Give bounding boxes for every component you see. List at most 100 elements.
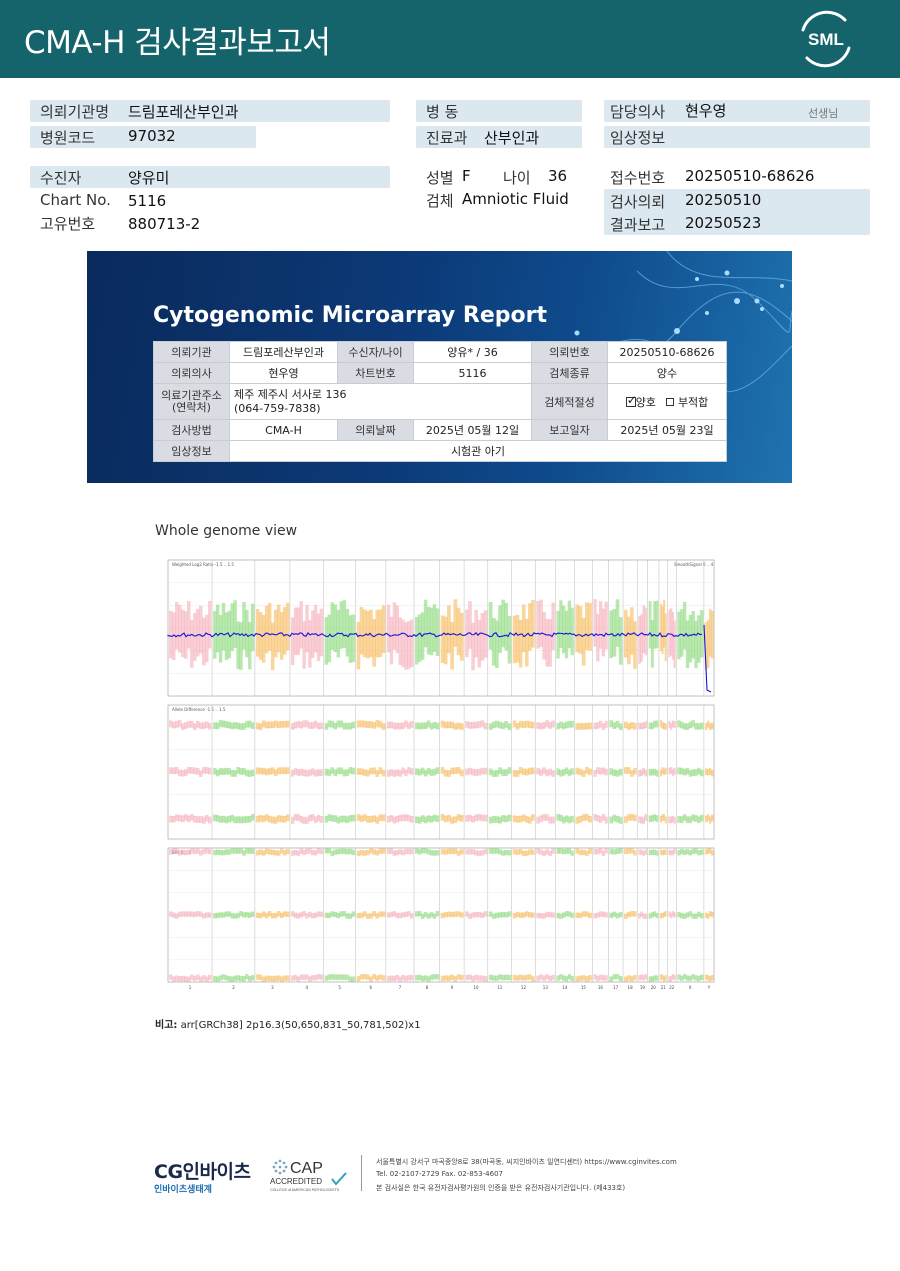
data-band-segment [255, 609, 260, 657]
data-band-segment [245, 816, 249, 823]
data-band-segment [642, 817, 646, 824]
data-band-segment [536, 816, 540, 824]
data-band-segment [181, 911, 185, 917]
data-band-segment [202, 617, 206, 666]
data-band-segment [264, 814, 269, 821]
data-band-segment [633, 850, 637, 856]
data-band-segment [542, 767, 546, 775]
data-band-segment [415, 848, 419, 854]
data-band-segment [339, 848, 344, 854]
data-band-segment [488, 911, 493, 917]
data-band-segment [498, 974, 502, 980]
data-band-segment [601, 975, 606, 981]
data-band-segment [293, 974, 298, 981]
patient-header: 수신자/나이 [337, 341, 414, 363]
doctor-suffix: 선생님 [808, 107, 839, 120]
data-band-segment [512, 913, 517, 919]
data-band-segment [575, 604, 580, 653]
data-band-segment [653, 720, 657, 728]
data-band-segment [633, 814, 637, 822]
data-band-segment [420, 815, 425, 822]
data-band-segment [504, 769, 509, 776]
report-title: CMA-H 검사결과보고서 [24, 25, 331, 61]
data-band-segment [640, 849, 643, 855]
data-band-segment [351, 614, 356, 663]
data-band-segment [375, 770, 380, 777]
data-band-segment [348, 848, 353, 855]
data-band-segment [706, 814, 710, 822]
data-band-segment [440, 767, 445, 774]
data-band-segment [465, 721, 469, 728]
data-band-segment [255, 722, 260, 730]
data-band-segment [653, 975, 657, 981]
data-band-segment [615, 974, 620, 980]
chart-header: 차트번호 [337, 362, 414, 384]
data-band-segment [501, 769, 505, 777]
report-date-header: 보고일자 [531, 419, 608, 441]
data-band-segment [618, 617, 623, 665]
data-band-segment [640, 974, 643, 980]
data-band-segment [407, 621, 411, 669]
data-band-segment [598, 848, 603, 854]
data-band-segment [372, 973, 376, 980]
banner-title: Cytogenomic Microarray Report [153, 303, 547, 328]
data-band-segment [604, 816, 608, 824]
data-band-segment [545, 720, 549, 727]
data-band-segment [459, 769, 464, 777]
data-band-segment [181, 769, 185, 777]
data-band-segment [495, 620, 499, 669]
data-band-segment [248, 848, 252, 854]
data-band-segment [369, 816, 373, 823]
data-band-segment [296, 607, 301, 656]
data-band-segment [559, 974, 563, 980]
data-band-segment [415, 911, 419, 917]
data-band-segment [564, 815, 569, 823]
data-band-segment [659, 974, 663, 980]
data-band-segment [369, 609, 373, 658]
data-band-segment [559, 721, 563, 729]
data-band-segment [423, 816, 428, 824]
data-band-segment [596, 767, 600, 774]
data-band-segment [236, 975, 240, 981]
data-band-segment [293, 912, 298, 918]
data-band-segment [221, 912, 226, 918]
data-band-segment [450, 974, 454, 980]
data-band-segment [407, 722, 411, 730]
data-band-segment [407, 767, 411, 774]
data-band-segment [685, 816, 690, 824]
data-band-segment [205, 767, 209, 774]
cap-sub-text: COLLEGE of AMERICAN PATHOLOGISTS [270, 1188, 340, 1192]
data-band-segment [316, 722, 321, 730]
data-band-segment [299, 721, 303, 729]
data-band-segment [296, 913, 301, 919]
data-band-segment [578, 849, 583, 856]
data-band-segment [584, 911, 589, 917]
data-band-segment [398, 849, 402, 855]
data-band-segment [330, 974, 335, 980]
data-band-segment [313, 816, 318, 824]
data-band-segment [221, 815, 226, 823]
data-band-segment [545, 618, 549, 667]
data-band-segment [671, 974, 675, 980]
data-band-segment [279, 720, 284, 728]
data-band-segment [688, 911, 693, 917]
data-band-segment [193, 815, 197, 823]
data-band-segment [432, 814, 437, 822]
data-band-segment [447, 814, 451, 822]
data-band-segment [515, 911, 520, 918]
data-band-segment [465, 849, 469, 855]
chromosome-label: 21 [661, 985, 667, 990]
data-band-segment [578, 768, 583, 776]
data-band-segment [435, 910, 440, 917]
data-band-segment [562, 722, 566, 730]
data-band-segment [264, 848, 269, 855]
data-band-segment [700, 814, 704, 822]
data-band-segment [327, 614, 332, 663]
data-band-segment [536, 912, 540, 919]
data-band-segment [495, 816, 499, 823]
data-band-segment [348, 722, 353, 730]
chromosome-label: 12 [521, 985, 527, 990]
data-band-segment [682, 849, 687, 856]
data-band-segment [548, 850, 552, 857]
data-band-segment [221, 602, 226, 651]
